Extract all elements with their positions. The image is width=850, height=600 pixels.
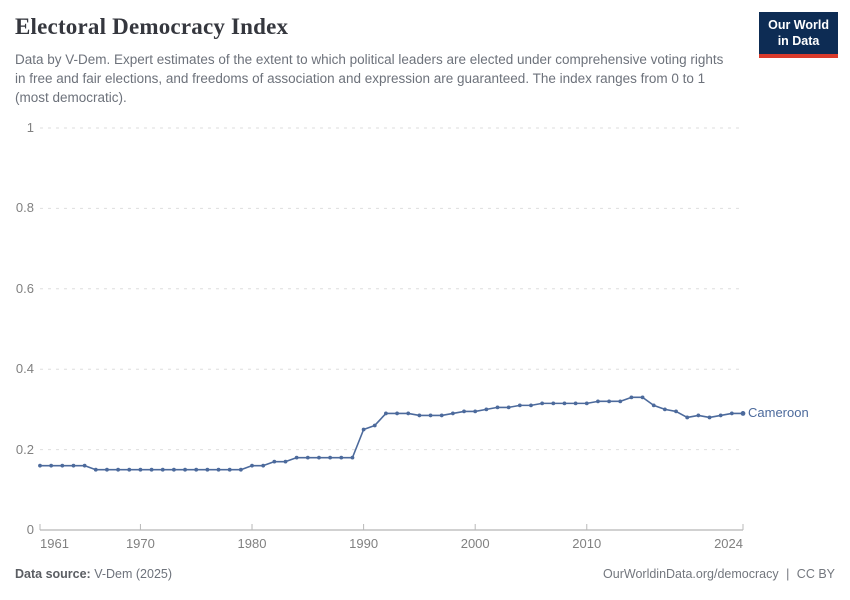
data-point[interactable] xyxy=(172,467,176,472)
data-point[interactable] xyxy=(238,467,243,472)
data-point[interactable] xyxy=(439,413,444,418)
data-point[interactable] xyxy=(428,413,433,418)
data-point[interactable] xyxy=(216,467,221,472)
data-point[interactable] xyxy=(339,455,344,460)
license-link[interactable]: CC BY xyxy=(796,567,835,581)
owid-logo-line1: Our World xyxy=(768,18,829,32)
data-point[interactable] xyxy=(450,411,455,416)
data-point[interactable] xyxy=(740,411,746,416)
x-axis-tick-label: 2000 xyxy=(460,536,490,551)
data-point[interactable] xyxy=(506,405,511,410)
data-point[interactable] xyxy=(462,409,466,414)
data-point[interactable] xyxy=(417,413,422,418)
data-point[interactable] xyxy=(551,401,556,406)
data-point[interactable] xyxy=(294,455,299,460)
data-point[interactable] xyxy=(138,467,143,472)
data-point[interactable] xyxy=(395,411,399,416)
data-point[interactable] xyxy=(596,399,600,404)
data-point[interactable] xyxy=(618,399,623,404)
data-point[interactable] xyxy=(707,415,712,420)
y-axis-tick-label: 0 xyxy=(26,522,34,537)
x-axis-tick-label: 1990 xyxy=(349,536,379,551)
chart-subtitle: Data by V-Dem. Expert estimates of the e… xyxy=(15,52,724,106)
data-point[interactable] xyxy=(328,455,333,460)
data-point[interactable] xyxy=(38,463,42,468)
y-axis-tick-label: 0.2 xyxy=(15,441,34,457)
x-axis-tick-label: 1970 xyxy=(125,536,155,551)
data-point[interactable] xyxy=(406,411,411,416)
y-axis-tick-label: 0.6 xyxy=(15,280,34,296)
data-point[interactable] xyxy=(71,463,76,468)
data-point[interactable] xyxy=(82,463,87,468)
data-point[interactable] xyxy=(573,401,578,406)
data-point[interactable] xyxy=(227,467,232,472)
owid-logo[interactable]: Our World in Data xyxy=(759,12,838,58)
data-point[interactable] xyxy=(49,463,54,468)
y-axis-tick-label: 0.8 xyxy=(15,200,34,216)
data-point[interactable] xyxy=(105,467,109,472)
data-point[interactable] xyxy=(183,467,187,472)
data-point[interactable] xyxy=(60,463,65,468)
data-point[interactable] xyxy=(205,467,210,472)
x-axis-tick-label: 1980 xyxy=(237,536,267,551)
data-source-label: Data source: xyxy=(15,567,91,581)
data-point[interactable] xyxy=(93,467,98,472)
x-axis-tick-label: 2024 xyxy=(714,536,743,551)
data-point[interactable] xyxy=(384,411,388,416)
data-point[interactable] xyxy=(283,459,288,464)
data-point[interactable] xyxy=(529,403,533,408)
data-point[interactable] xyxy=(584,401,589,406)
credit-line: OurWorldinData.org/democracy | CC BY xyxy=(603,567,835,581)
data-point[interactable] xyxy=(361,427,366,432)
data-point[interactable] xyxy=(517,403,522,408)
data-source-value: V-Dem (2025) xyxy=(94,567,173,581)
data-point[interactable] xyxy=(250,463,254,468)
data-point[interactable] xyxy=(495,405,500,410)
data-source: Data source: V-Dem (2025) xyxy=(15,567,172,581)
x-axis-tick-label: 1961 xyxy=(40,536,69,551)
data-point[interactable] xyxy=(629,395,634,400)
data-point[interactable] xyxy=(729,411,734,416)
owid-logo-line2: in Data xyxy=(777,34,820,49)
data-point[interactable] xyxy=(305,455,310,460)
data-point[interactable] xyxy=(696,413,701,418)
series-label-cameroon: Cameroon xyxy=(748,405,809,421)
data-point[interactable] xyxy=(562,401,567,406)
data-point[interactable] xyxy=(540,401,545,406)
data-point[interactable] xyxy=(149,467,154,472)
data-point[interactable] xyxy=(317,455,321,460)
data-point[interactable] xyxy=(127,467,132,472)
y-axis-tick-label: 1 xyxy=(26,120,34,135)
series-line-cameroon[interactable] xyxy=(40,396,743,471)
data-point[interactable] xyxy=(674,409,678,414)
page-title: Electoral Democracy Index xyxy=(15,14,289,39)
data-point[interactable] xyxy=(261,463,266,468)
y-axis-tick-label: 0.4 xyxy=(15,361,34,377)
data-point[interactable] xyxy=(194,467,199,472)
x-axis-tick-label: 2010 xyxy=(572,536,602,551)
data-point[interactable] xyxy=(662,407,667,412)
data-point[interactable] xyxy=(484,407,489,412)
data-point[interactable] xyxy=(651,403,656,408)
data-point[interactable] xyxy=(160,467,165,472)
data-point[interactable] xyxy=(350,455,355,460)
data-point[interactable] xyxy=(272,459,277,464)
owid-url-link[interactable]: OurWorldinData.org/democracy xyxy=(603,567,779,581)
data-point[interactable] xyxy=(116,467,121,472)
credit-separator: | xyxy=(786,567,790,581)
data-point[interactable] xyxy=(718,413,723,418)
data-point[interactable] xyxy=(685,415,690,420)
data-point[interactable] xyxy=(640,395,645,400)
data-point[interactable] xyxy=(473,409,478,414)
data-point[interactable] xyxy=(372,423,377,428)
data-point[interactable] xyxy=(607,399,611,404)
